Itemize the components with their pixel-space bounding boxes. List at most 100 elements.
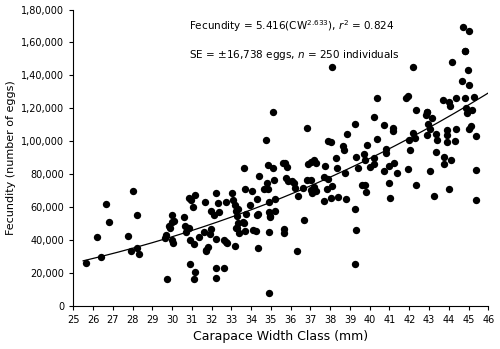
Point	[304, 161, 312, 166]
Point	[423, 132, 431, 138]
Point	[232, 225, 240, 231]
Point	[320, 174, 328, 179]
Point	[249, 228, 257, 233]
Point	[160, 236, 168, 241]
Point	[460, 96, 468, 101]
Point	[265, 229, 273, 235]
Point	[447, 157, 455, 163]
Point	[370, 161, 378, 166]
Point	[464, 127, 472, 132]
Point	[432, 137, 440, 143]
Point	[404, 94, 412, 99]
Point	[340, 147, 347, 153]
Point	[432, 150, 440, 155]
Point	[280, 227, 288, 232]
Point	[320, 198, 328, 203]
Point	[190, 277, 198, 282]
Point	[422, 109, 430, 114]
Point	[386, 195, 394, 200]
Point	[190, 241, 198, 246]
Point	[231, 243, 239, 249]
Point	[408, 130, 416, 135]
Point	[352, 227, 360, 232]
Point	[232, 202, 239, 208]
Point	[222, 239, 230, 245]
Point	[241, 228, 249, 234]
Point	[472, 198, 480, 203]
Point	[223, 240, 231, 246]
Point	[422, 112, 430, 118]
Point	[269, 109, 277, 114]
Point	[472, 133, 480, 138]
Point	[234, 206, 242, 212]
Point	[444, 99, 452, 105]
Point	[246, 202, 254, 207]
Point	[373, 96, 381, 101]
Point	[234, 225, 241, 231]
Point	[134, 245, 141, 251]
Point	[271, 196, 279, 202]
Point	[253, 212, 261, 218]
Point	[195, 235, 203, 240]
Point	[166, 225, 174, 231]
Point	[291, 185, 299, 191]
Point	[334, 194, 342, 200]
Point	[201, 199, 209, 205]
Point	[380, 169, 388, 174]
Point	[312, 160, 320, 165]
Point	[262, 137, 270, 142]
Point	[440, 154, 448, 159]
Point	[206, 231, 214, 237]
Point	[386, 163, 394, 169]
Point	[352, 121, 360, 127]
Point	[402, 96, 410, 101]
Point	[240, 165, 248, 170]
Point	[294, 194, 302, 199]
Point	[432, 132, 440, 137]
Point	[210, 212, 218, 218]
Point	[408, 64, 416, 70]
Point	[240, 221, 248, 226]
Point	[388, 128, 396, 133]
Point	[321, 163, 329, 169]
Point	[162, 232, 170, 238]
Point	[228, 190, 236, 195]
Point	[439, 98, 447, 103]
Point	[255, 173, 263, 179]
Point	[266, 214, 274, 220]
Point	[270, 165, 278, 171]
Point	[385, 180, 393, 186]
Point	[202, 247, 210, 253]
Point	[214, 209, 222, 215]
Point	[282, 175, 290, 181]
Point	[252, 196, 260, 202]
Point	[168, 213, 175, 218]
Point	[214, 200, 222, 206]
Point	[323, 186, 331, 192]
Point	[186, 198, 194, 203]
Point	[208, 227, 216, 232]
Point	[458, 79, 466, 84]
Point	[234, 220, 242, 225]
Point	[412, 182, 420, 188]
Point	[252, 229, 260, 234]
Point	[300, 217, 308, 223]
Point	[180, 215, 188, 220]
Point	[370, 114, 378, 119]
Point	[363, 142, 371, 148]
Point	[135, 251, 143, 257]
Point	[266, 214, 274, 219]
Point	[404, 166, 412, 172]
Point	[192, 269, 200, 275]
Point	[270, 178, 278, 183]
Point	[300, 186, 308, 191]
Point	[312, 188, 320, 193]
Point	[233, 214, 241, 219]
Point	[185, 225, 193, 231]
Point	[334, 165, 342, 171]
Point	[424, 121, 432, 127]
Point	[461, 48, 469, 54]
Point	[390, 160, 398, 165]
Point	[264, 209, 272, 215]
Point	[92, 234, 100, 240]
